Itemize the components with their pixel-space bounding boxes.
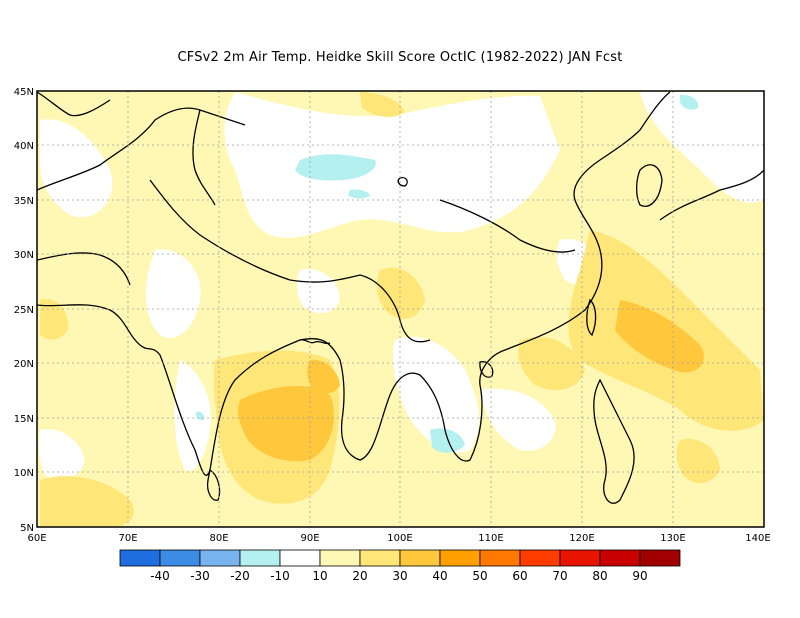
lon-label: 70E [118,533,137,544]
colorbar-label: 60 [512,569,527,583]
colorbar-label: -10 [270,569,290,583]
lat-label: 35N [14,196,34,207]
coastlines [37,91,764,504]
lon-label: 100E [387,533,412,544]
colorbar-label: -20 [230,569,250,583]
colorbar-label: 50 [472,569,487,583]
colorbar-swatch [559,549,601,567]
skill-score-field [37,91,764,527]
lat-label: 30N [14,250,34,261]
lon-label: 130E [660,533,685,544]
lon-label: 140E [745,533,770,544]
lon-axis: 60E 70E 80E 90E 100E 110E 120E 130E 140E [27,533,770,544]
graticule [37,91,764,527]
lat-label: 5N [20,523,34,534]
colorbar-swatch [639,549,681,567]
colorbar-swatch [359,549,401,567]
lat-label: 45N [14,87,34,98]
colorbar-swatch [479,549,521,567]
colorbar-label: -30 [190,569,210,583]
colorbar-swatch [159,549,201,567]
colorbar-swatch [199,549,241,567]
colorbar-label: 70 [552,569,567,583]
lon-label: 90E [300,533,319,544]
colorbar-swatch [399,549,441,567]
colorbar-label: 80 [592,569,607,583]
map-frame [36,90,765,528]
lat-label: 20N [14,359,34,370]
colorbar-label: 20 [352,569,367,583]
colorbar: -40 -30 -20 -10 10 20 30 40 50 60 70 80 90 [119,549,681,583]
map-title: CFSv2 2m Air Temp. Heidke Skill Score Oc… [177,50,623,65]
colorbar-label: 40 [432,569,447,583]
skill-40-areas [237,300,704,462]
colorbar-swatch [319,549,361,567]
colorbar-swatch [239,549,281,567]
low-skill-areas [38,92,764,480]
colorbar-label: 10 [312,569,327,583]
lat-label: 10N [14,468,34,479]
lat-axis: 5N 10N 15N 20N 25N 30N 35N 40N 45N [14,87,34,534]
lat-label: 15N [14,414,34,425]
lon-label: 60E [27,533,46,544]
colorbar-swatch [599,549,641,567]
lon-label: 80E [209,533,228,544]
colorbar-swatch [279,549,321,567]
colorbar-label: -40 [150,569,170,583]
lat-label: 40N [14,141,34,152]
lat-label: 25N [14,305,34,316]
colorbar-swatch [439,549,481,567]
lon-label: 120E [569,533,594,544]
colorbar-swatch [519,549,561,567]
colorbar-label: 90 [632,569,647,583]
colorbar-swatch [119,549,161,567]
lon-label: 110E [478,533,503,544]
colorbar-label: 30 [392,569,407,583]
